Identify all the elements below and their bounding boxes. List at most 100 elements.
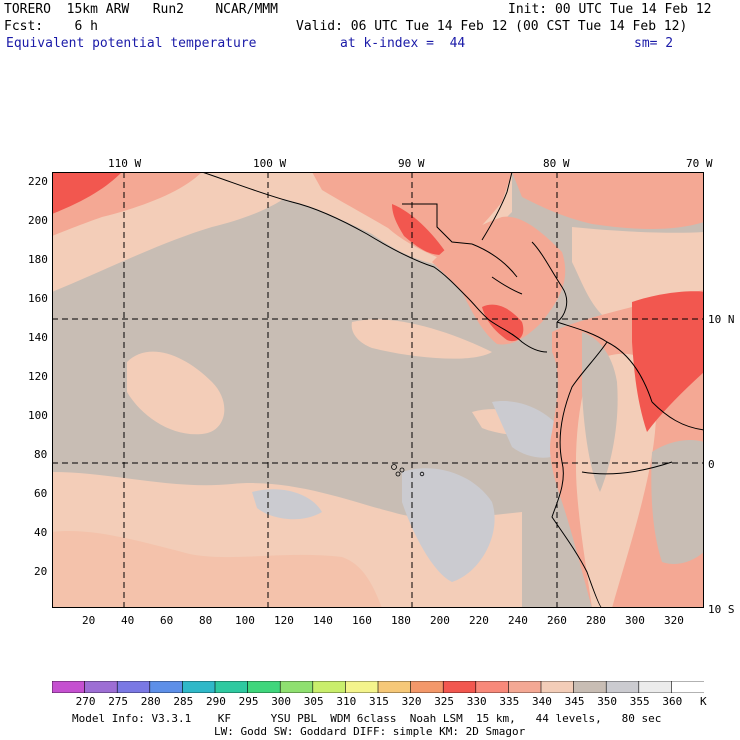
colorbar-label: 300 xyxy=(271,695,292,708)
colorbar-swatch xyxy=(377,681,412,693)
coastline-caribbean xyxy=(481,172,568,323)
colorbar xyxy=(52,681,704,693)
colorbar-label: K xyxy=(700,695,707,708)
border-mexico-guatemala xyxy=(402,203,473,245)
colorbar-swatch xyxy=(442,681,477,693)
x-tick: 260 xyxy=(547,614,567,627)
colorbar-label: 335 xyxy=(499,695,520,708)
cool-patch-1 xyxy=(402,468,495,582)
theta-e-map xyxy=(52,172,704,608)
model-info: Model Info: V3.3.1 KF YSU PBL WDM 6class… xyxy=(72,712,662,725)
colorbar-label: 275 xyxy=(108,695,129,708)
y-tick: 220 xyxy=(28,175,48,188)
colorbar-swatch xyxy=(52,681,86,693)
border-central-america xyxy=(471,243,523,295)
coastline-south-america xyxy=(551,321,608,608)
colorbar-label: 280 xyxy=(140,695,161,708)
model-title: TORERO 15km ARW Run2 NCAR/MMM xyxy=(4,2,278,17)
land-central-america-hot xyxy=(482,304,524,342)
x-tick: 220 xyxy=(469,614,489,627)
coastline-mexico xyxy=(201,172,548,353)
y-tick: 180 xyxy=(28,253,48,266)
physics-info: LW: Godd SW: Goddard DIFF: simple KM: 2D… xyxy=(214,725,526,738)
warm-patch-2 xyxy=(351,319,492,359)
k-index: at k-index = 44 xyxy=(340,36,466,51)
x-tick: 60 xyxy=(160,614,174,627)
y-tick: 100 xyxy=(28,409,48,422)
colorbar-label: 285 xyxy=(173,695,194,708)
map-frame xyxy=(52,172,704,608)
colorbar-label: 315 xyxy=(369,695,389,708)
y-tick: 40 xyxy=(34,526,48,539)
colorbar-swatch xyxy=(149,681,184,693)
colorbar-swatch xyxy=(508,681,542,693)
y-tick: 120 xyxy=(28,370,48,383)
colorbar-swatch xyxy=(573,681,607,693)
colorbar-label: 350 xyxy=(597,695,618,708)
y-tick: 80 xyxy=(34,448,48,461)
cool-patch-3 xyxy=(252,489,322,520)
lon-label-70w: 70 W xyxy=(686,157,713,170)
lat-label-0: 0 xyxy=(708,458,715,471)
colorbar-label: 330 xyxy=(466,695,487,708)
x-tick: 100 xyxy=(235,614,255,627)
lon-label-80w: 80 W xyxy=(543,157,570,170)
y-tick: 140 xyxy=(28,331,48,344)
land-amazon-grey xyxy=(651,440,704,564)
colorbar-swatch xyxy=(605,681,640,693)
colorbar-label: 270 xyxy=(75,695,96,708)
valid-time: Valid: 06 UTC Tue 14 Feb 12 (00 CST Tue … xyxy=(296,19,688,34)
x-tick: 280 xyxy=(586,614,606,627)
land-yucatan xyxy=(512,172,704,229)
colorbar-swatch xyxy=(638,681,672,693)
colorbar-swatch xyxy=(475,681,509,693)
land-mexico-hotter xyxy=(392,204,447,255)
y-tick: 20 xyxy=(34,565,48,578)
lat-label-10s: 10 S xyxy=(708,603,735,616)
colorbar-label: 320 xyxy=(401,695,422,708)
warm-band-south-inner xyxy=(52,531,382,608)
x-tick: 240 xyxy=(508,614,528,627)
colorbar-labels: 270 275 280 285 290 295 300 305 310 315 320 325 330 3… xyxy=(0,695,740,709)
colorbar-swatch xyxy=(279,681,314,693)
x-tick: 180 xyxy=(391,614,411,627)
lon-label-110w: 110 W xyxy=(108,157,142,170)
x-tick: 20 xyxy=(82,614,96,627)
colorbar-label: 305 xyxy=(303,695,324,708)
init-time: Init: 00 UTC Tue 14 Feb 12 xyxy=(508,2,712,17)
colorbar-label: 360 xyxy=(662,695,683,708)
colorbar-swatch xyxy=(671,681,704,693)
colorbar-swatch xyxy=(116,681,151,693)
lon-label-90w: 90 W xyxy=(398,157,425,170)
x-tick: 320 xyxy=(664,614,684,627)
colorbar-swatch xyxy=(410,681,444,693)
y-tick: 200 xyxy=(28,214,48,227)
field-name: Equivalent potential temperature xyxy=(6,36,257,51)
y-tick: 160 xyxy=(28,292,48,305)
colorbar-swatch xyxy=(84,681,118,693)
colorbar-swatch xyxy=(214,681,249,693)
colorbar-swatch xyxy=(345,681,379,693)
smoothing: sm= 2 xyxy=(634,36,674,51)
galapagos-island xyxy=(395,471,401,477)
warm-patch-1 xyxy=(127,351,225,435)
galapagos-island xyxy=(391,464,397,470)
colorbar-label: 355 xyxy=(629,695,650,708)
colorbar-swatch xyxy=(312,681,346,693)
y-tick: 60 xyxy=(34,487,48,500)
x-tick: 40 xyxy=(121,614,135,627)
colorbar-label: 340 xyxy=(532,695,552,708)
forecast-hour: Fcst: 6 h xyxy=(4,19,98,34)
x-tick: 120 xyxy=(274,614,294,627)
warm-nw-330 xyxy=(52,172,122,214)
colorbar-label: 295 xyxy=(238,695,259,708)
border-south-america xyxy=(581,341,704,475)
galapagos-island xyxy=(399,467,405,473)
land-central-america xyxy=(432,216,566,345)
colorbar-label: 325 xyxy=(434,695,455,708)
galapagos-island xyxy=(419,471,425,477)
x-tick: 300 xyxy=(625,614,645,627)
land-andes-cool xyxy=(582,332,618,492)
colorbar-label: 310 xyxy=(336,695,357,708)
colorbar-swatch xyxy=(247,681,281,693)
